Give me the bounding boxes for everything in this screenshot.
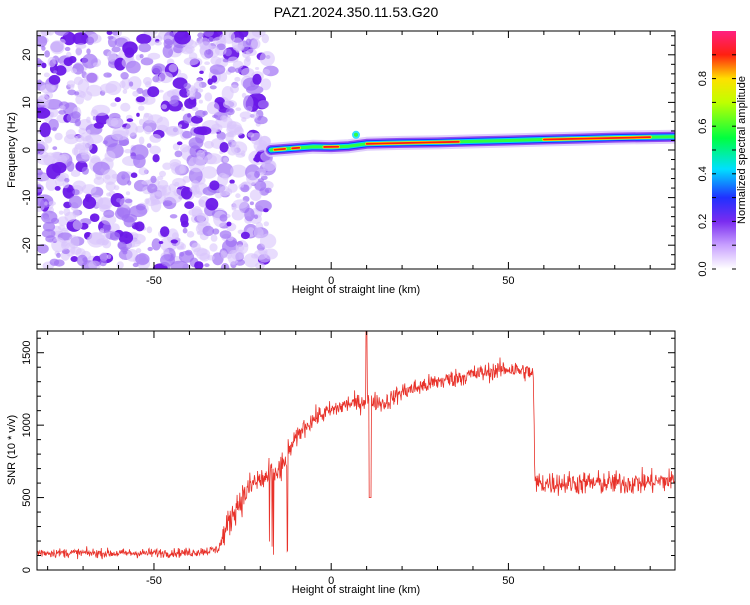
spectrogram-xtick-label: 50 <box>502 275 514 287</box>
colorbar: 0.0 0.2 0.4 0.6 0.8 Normalized spectral ampl… <box>697 31 748 277</box>
snr-ytick-label: 500 <box>21 488 33 506</box>
snr-ytick-label: 0 <box>21 567 33 573</box>
figure-title: PAZ1.2024.350.11.53.G20 <box>274 4 439 20</box>
snr-xtick-label: 50 <box>502 575 514 587</box>
colorbar-tick-label: 0.0 <box>697 261 709 276</box>
snr-ytick-label: 1500 <box>21 340 33 364</box>
spectrogram-ytick-label: 20 <box>21 49 33 61</box>
snr-xlabel: Height of straight line (km) <box>292 584 420 596</box>
colorbar-tick-label: 0.8 <box>697 71 709 86</box>
spectrogram-xlabel: Height of straight line (km) <box>292 284 420 296</box>
signal-track <box>271 131 675 150</box>
snr-ylabel: SNR (10 * v/v) <box>6 415 18 485</box>
spectrogram-ytick-label: 10 <box>21 96 33 108</box>
noise-region <box>29 27 279 274</box>
colorbar-tick-label: 0.4 <box>697 166 709 181</box>
spectrogram-ytick-label: 0 <box>21 147 33 153</box>
colorbar-tick-label: 0.2 <box>697 214 709 229</box>
snr-plot-area <box>37 331 675 559</box>
spectrogram-ytick-label: -20 <box>21 237 33 253</box>
spectrogram-ylabel: Frequency (Hz) <box>6 112 18 188</box>
snr-ytick-label: 1000 <box>21 413 33 437</box>
snr-xtick-label: -50 <box>146 575 162 587</box>
snr-frame <box>37 331 675 570</box>
spectrogram-ytick-label: -10 <box>21 190 33 206</box>
spectrogram-xtick-label: -50 <box>146 275 162 287</box>
colorbar-label: Normalized spectral amplitude <box>736 76 748 224</box>
snr-series-line <box>37 331 675 559</box>
colorbar-tick-label: 0.6 <box>697 119 709 134</box>
spectrogram-plot-area <box>29 27 675 274</box>
